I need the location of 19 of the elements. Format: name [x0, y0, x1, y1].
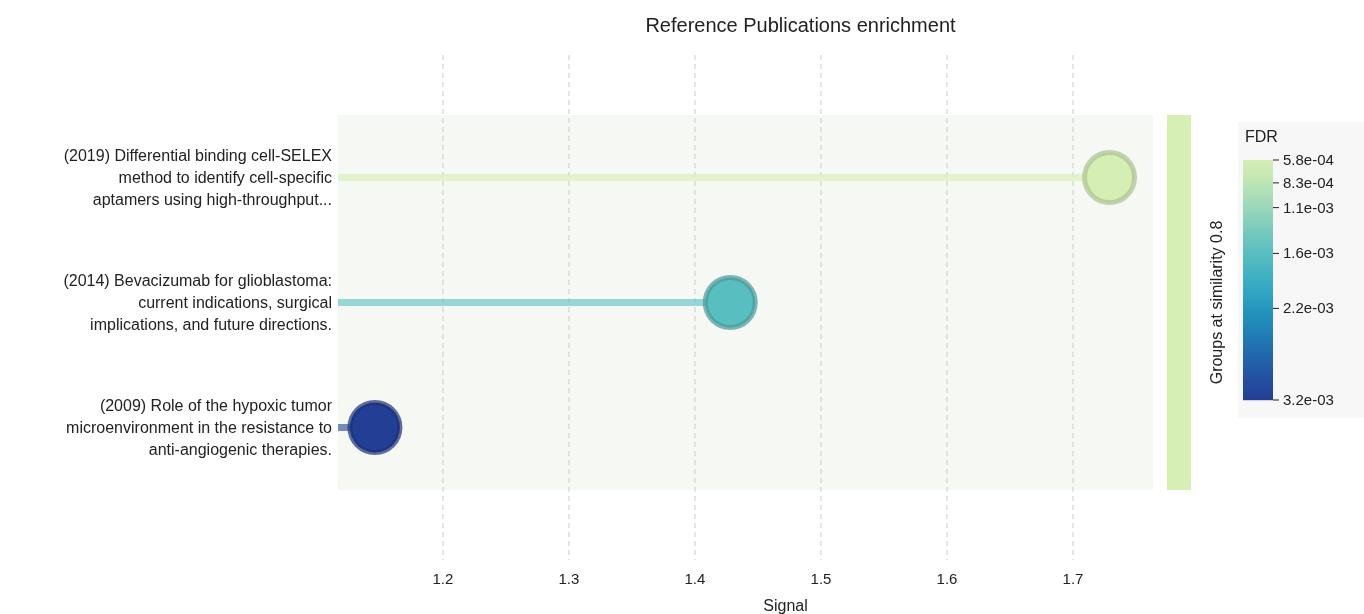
color-bar-label: 3.2e-03 — [1283, 391, 1334, 408]
color-bar-label: 1.6e-03 — [1283, 244, 1334, 262]
color-bar-label: 2.2e-03 — [1283, 299, 1334, 317]
x-tick-label: 1.4 — [684, 570, 706, 587]
x-tick-label: 1.7 — [1062, 570, 1084, 587]
x-tick-label: 1.3 — [558, 570, 580, 587]
chart-title: Reference Publications enrichment — [645, 14, 957, 36]
color-bar-label: 5.8e-04 — [1283, 151, 1334, 168]
y-tick-label: (2009) Role of the hypoxic tumor microenvironment in the resistance to anti-angiogenic therapies. — [66, 396, 333, 458]
x-tick-label: 1.2 — [432, 570, 454, 587]
color-bar-label: 1.1e-03 — [1283, 198, 1334, 216]
color-bar-label: 8.3e-04 — [1283, 173, 1334, 191]
y-tick-label: (2019) Differential binding cell-SELEX method to identify cell-specific aptamers using high-throughput... — [63, 146, 333, 208]
color-bar-title: FDR — [1245, 128, 1278, 145]
text: Groups at similarity 0.8 — [1208, 220, 1225, 385]
y-tick-label: (2014) Bevacizumab for glioblastoma: current indications, surgical implications, and future directions. — [63, 271, 332, 333]
x-tick-label: 1.5 — [810, 570, 832, 587]
x-axis-title: Signal — [763, 597, 808, 614]
x-tick-label: 1.6 — [936, 570, 958, 587]
